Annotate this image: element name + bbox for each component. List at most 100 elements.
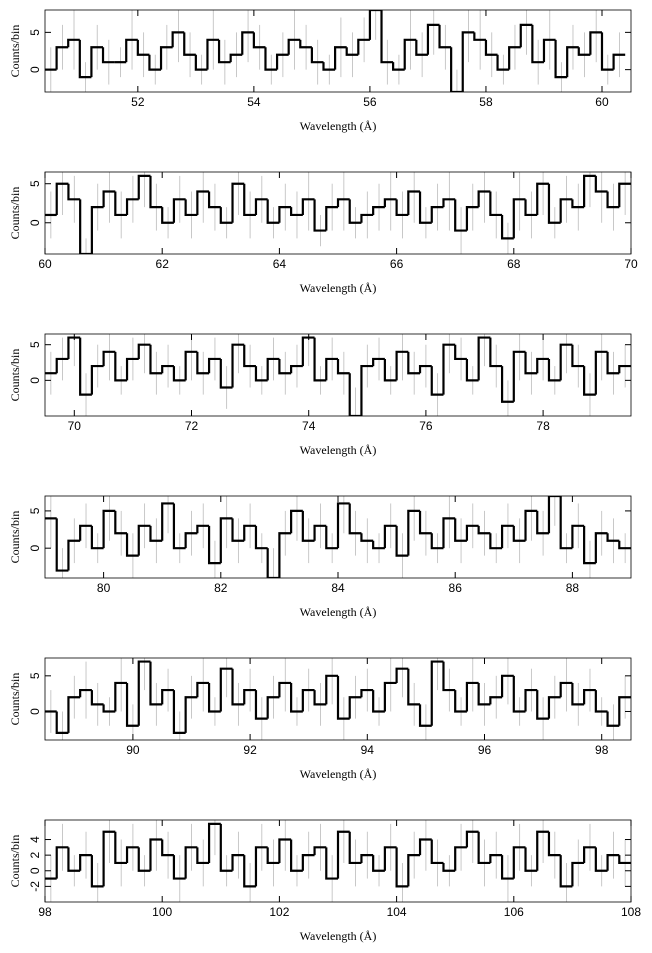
bar [172, 366, 186, 382]
x-tick-label: 80 [97, 581, 111, 595]
bar [465, 681, 479, 712]
bar [290, 364, 303, 374]
bar [372, 357, 385, 367]
bar [67, 696, 81, 733]
bar [114, 831, 128, 865]
bar [325, 525, 338, 550]
x-tick-label: 60 [595, 95, 609, 109]
bar [159, 46, 173, 70]
bar [137, 847, 151, 872]
bar [395, 350, 409, 381]
bar [383, 524, 397, 549]
bar [172, 690, 186, 734]
bar [90, 855, 104, 888]
bar [148, 54, 162, 71]
bar [136, 39, 150, 56]
bar [547, 831, 561, 857]
y-axis-label: Counts/bin [8, 349, 22, 402]
x-tick-label: 60 [38, 257, 52, 271]
bar [102, 509, 116, 549]
y-axis-label: Counts/bin [8, 511, 22, 564]
bar [372, 540, 385, 550]
bar [67, 847, 81, 872]
bar [465, 524, 479, 541]
bar [594, 690, 608, 713]
bar [380, 10, 394, 64]
x-tick-label: 70 [68, 419, 82, 433]
bar [512, 675, 526, 713]
bar [489, 854, 503, 863]
bar [360, 533, 374, 542]
bar [231, 182, 245, 223]
bar [336, 830, 350, 879]
bar [55, 182, 69, 215]
bar [184, 532, 198, 549]
bar [254, 690, 268, 720]
x-axis-label: Wavelength (Å) [300, 119, 377, 133]
bar [313, 846, 327, 856]
bar [524, 351, 538, 375]
bar [125, 846, 139, 863]
bar [477, 525, 491, 535]
bar [547, 183, 561, 224]
bar [90, 206, 104, 254]
bar [395, 525, 409, 557]
x-tick-label: 96 [478, 743, 492, 757]
bar [357, 38, 370, 55]
bar [79, 337, 92, 396]
panel: 52 54 56 58 60 0 5 Wavelength (Å) Counts/bin [8, 9, 632, 133]
y-tick-label: 0 [28, 66, 42, 73]
bar [196, 847, 210, 865]
y-tick-label: 0 [28, 708, 42, 715]
bar [149, 175, 163, 209]
bar [547, 696, 561, 719]
bar [519, 23, 533, 48]
bar [67, 183, 81, 201]
bar [184, 199, 198, 217]
bar [450, 47, 463, 92]
bar [90, 46, 104, 78]
bar [348, 503, 362, 535]
bar [161, 207, 174, 224]
y-axis-label: Counts/bin [8, 835, 22, 888]
bar [102, 704, 116, 713]
bar [79, 688, 92, 698]
bar [102, 190, 116, 208]
x-tick-label: 52 [131, 95, 145, 109]
bar [161, 839, 174, 857]
bar [313, 337, 327, 382]
bar [477, 682, 491, 706]
panel: 70 72 74 76 78 0 5 Wavelength (Å) Counts/bin [8, 333, 632, 457]
bar [484, 39, 498, 56]
bar [254, 198, 268, 215]
axes-frame [44, 333, 632, 417]
bar [219, 823, 233, 872]
bar [266, 696, 280, 719]
bar [360, 688, 374, 698]
bar [90, 525, 104, 550]
y-axis-label: Counts/bin [8, 187, 22, 240]
bar [67, 38, 80, 48]
bar [290, 682, 303, 713]
bar [207, 357, 221, 374]
bar [196, 681, 210, 698]
bar [536, 510, 549, 535]
bar [583, 846, 596, 863]
bar [618, 696, 631, 726]
bar [231, 854, 245, 871]
bar [310, 47, 324, 64]
x-tick-label: 68 [507, 257, 521, 271]
bar [172, 198, 186, 223]
bar [383, 846, 397, 871]
bar [149, 661, 163, 706]
bar [512, 350, 526, 402]
bar [477, 336, 491, 381]
bar [219, 517, 233, 564]
bar [536, 357, 549, 374]
bar [336, 675, 350, 720]
bar [500, 524, 514, 549]
x-tick-label: 78 [536, 419, 550, 433]
bar [583, 174, 596, 208]
bar [500, 214, 514, 240]
bar [231, 668, 245, 706]
